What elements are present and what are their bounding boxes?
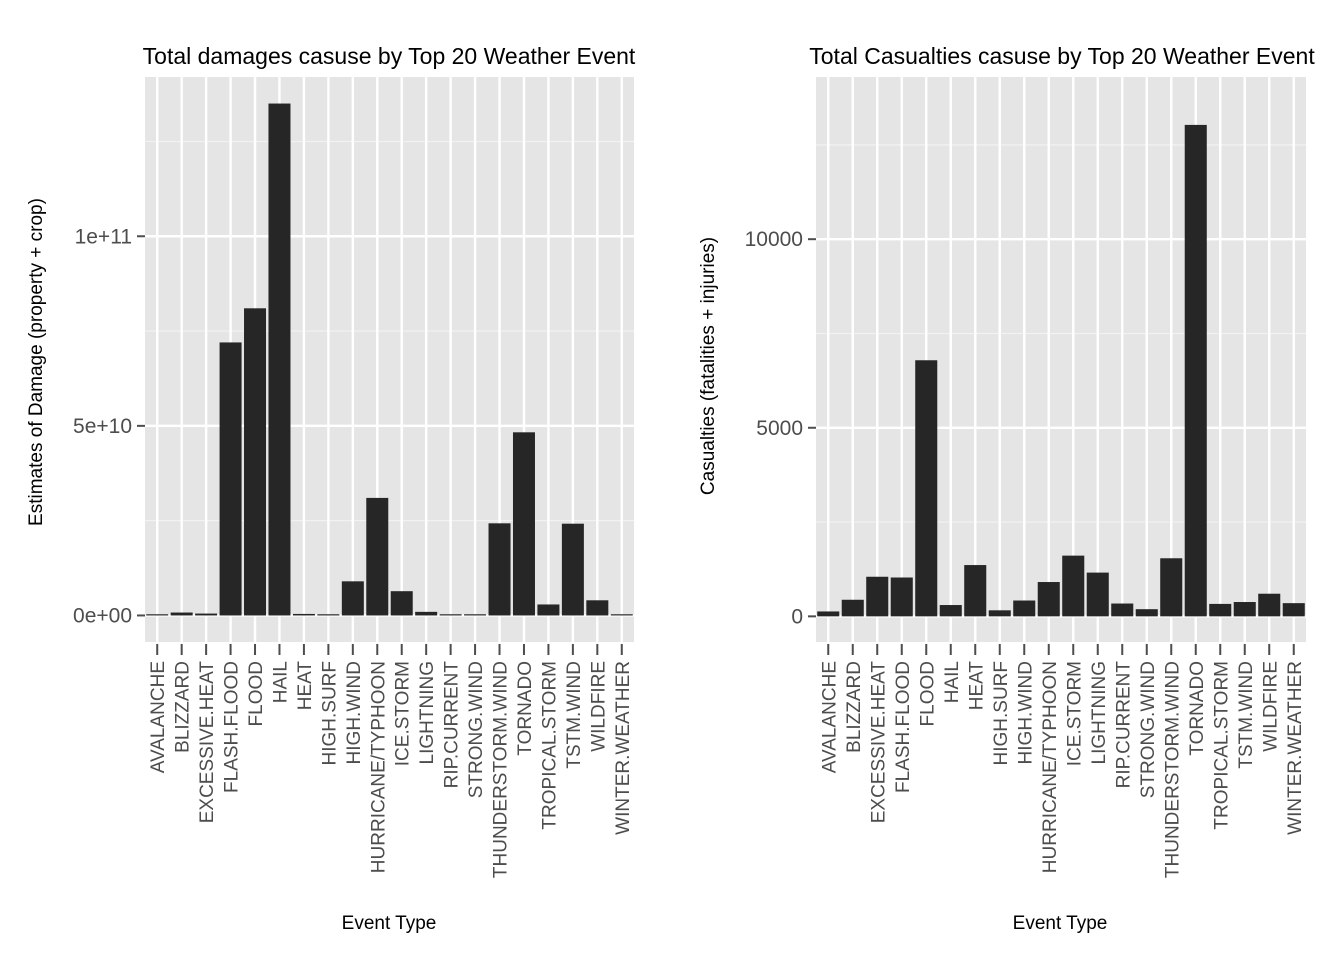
damages-bar-wildfire (586, 600, 609, 616)
casualties-bar-blizzard (841, 599, 864, 617)
damages-bar-tornado (512, 432, 535, 616)
damages-x-tick-label: BLIZZARD (173, 661, 194, 753)
casualties-x-tick-label: STRONG.WIND (1138, 661, 1159, 798)
casualties-chart-y-axis-title: Casualties (fatalities + injuries) (698, 237, 719, 495)
casualties-bar-hurricane-typhoon (1037, 582, 1060, 617)
damages-x-tick-label: STRONG.WIND (466, 661, 487, 798)
casualties-bar-excessive-heat (866, 576, 889, 617)
casualties-x-tick-label: HEAT (966, 661, 987, 711)
casualties-bar-high-surf (988, 610, 1011, 617)
damages-chart-x-axis-title: Event Type (342, 913, 437, 934)
casualties-bar-lightning (1086, 572, 1109, 617)
damages-x-tick-label: HURRICANE/TYPHOON (368, 661, 389, 873)
casualties-panel-background (816, 77, 1306, 642)
damages-bar-thunderstorm-wind (488, 523, 511, 616)
casualties-bar-high-wind (1013, 600, 1036, 617)
casualties-bar-tstm-wind (1233, 602, 1256, 617)
casualties-x-tick-label: TORNADO (1187, 661, 1208, 756)
damages-y-tick-label: 1e+11 (75, 225, 132, 248)
damages-x-tick-label: RIP.CURRENT (442, 661, 463, 789)
damages-chart-y-axis-title: Estimates of Damage (property + crop) (26, 198, 47, 526)
casualties-x-tick-label: THUNDERSTORM.WIND (1162, 661, 1183, 878)
damages-x-tick-label: HAIL (270, 661, 291, 703)
casualties-x-tick-label: HURRICANE/TYPHOON (1040, 661, 1061, 873)
casualties-x-tick-label: WINTER.WEATHER (1285, 661, 1306, 835)
casualties-bar-strong-wind (1135, 609, 1158, 617)
casualties-bar-tropical-storm (1209, 603, 1232, 617)
damages-bar-ice-storm (390, 591, 413, 616)
casualties-y-tick-label: 5000 (756, 417, 803, 440)
damages-bar-strong-wind (464, 614, 487, 616)
casualties-y-tick-label: 0 (791, 605, 803, 628)
casualties-chart-title: Total Casualties casuse by Top 20 Weathe… (809, 43, 1315, 69)
damages-bar-flood (244, 308, 267, 616)
casualties-x-tick-label: FLASH.FLOOD (893, 661, 914, 793)
casualties-bar-avalanche (817, 611, 840, 617)
damages-x-tick-label: HIGH.SURF (319, 661, 340, 766)
damages-bar-excessive-heat (195, 613, 218, 616)
damages-x-tick-label: HEAT (295, 661, 316, 711)
casualties-x-tick-label: ICE.STORM (1064, 661, 1085, 766)
damages-chart-title: Total damages casuse by Top 20 Weather E… (143, 43, 636, 69)
casualties-x-tick-label: HIGH.WIND (1015, 661, 1036, 764)
damages-chart: 0e+00 5e+10 1e+11 AVALANCHE BLIZZARD EXCESSIV… (26, 43, 636, 934)
casualties-x-tick-label: FLOOD (917, 661, 938, 726)
casualties-bar-hail (939, 605, 962, 617)
damages-plot-area: 0e+00 5e+10 1e+11 AVALANCHE BLIZZARD EXCESSIV… (73, 77, 634, 878)
casualties-x-tick-label: LIGHTNING (1089, 661, 1110, 764)
casualties-x-tick-label: WILDFIRE (1260, 661, 1281, 752)
damages-x-tick-label: FLASH.FLOOD (222, 661, 243, 793)
damages-x-tick-label: TROPICAL.STORM (539, 661, 560, 830)
damages-panel-background (145, 77, 634, 642)
casualties-y-tick-label: 10000 (745, 228, 803, 251)
damages-x-tick-label: AVALANCHE (148, 661, 169, 773)
damages-bar-tropical-storm (537, 604, 560, 616)
damages-bar-hurricane-typhoon (366, 497, 389, 616)
casualties-x-tick-label: TROPICAL.STORM (1211, 661, 1232, 830)
damages-bar-rip-current (439, 614, 462, 616)
damages-bar-high-wind (341, 581, 364, 616)
damages-x-tick-label: ICE.STORM (393, 661, 414, 766)
damages-x-tick-label: LIGHTNING (417, 661, 438, 764)
damages-bar-tstm-wind (561, 523, 584, 616)
damages-bar-flash-flood (219, 342, 242, 616)
casualties-bar-tornado (1184, 124, 1207, 617)
casualties-plot-area: 0 5000 10000 AVALANCHE BLIZZARD EXCESSIVE.HEA… (745, 77, 1306, 878)
casualties-bar-flash-flood (890, 577, 913, 617)
damages-bar-high-surf (317, 614, 340, 616)
casualties-x-tick-label: HIGH.SURF (991, 661, 1012, 766)
damages-y-tick-label: 0e+00 (73, 604, 132, 627)
damages-bar-heat (292, 613, 315, 616)
casualties-bar-rip-current (1111, 603, 1134, 617)
damages-x-tick-label: WILDFIRE (588, 661, 609, 752)
damages-x-tick-label: EXCESSIVE.HEAT (197, 661, 218, 824)
casualties-bar-heat (964, 565, 987, 617)
damages-x-tick-label: TORNADO (515, 661, 536, 756)
casualties-x-tick-label: HAIL (942, 661, 963, 703)
damages-y-tick-label: 5e+10 (73, 415, 132, 438)
casualties-bar-winter-weather (1282, 603, 1305, 617)
casualties-x-tick-label: TSTM.WIND (1236, 661, 1257, 769)
casualties-bar-ice-storm (1062, 555, 1085, 617)
damages-x-tick-label: TSTM.WIND (564, 661, 585, 769)
casualties-bar-flood (915, 360, 938, 617)
casualties-chart-x-axis-title: Event Type (1013, 913, 1108, 934)
casualties-x-tick-label: BLIZZARD (844, 661, 865, 753)
damages-x-tick-label: FLOOD (246, 661, 267, 726)
casualties-x-tick-label: AVALANCHE (819, 661, 840, 773)
damages-bar-lightning (415, 611, 438, 616)
casualties-bar-thunderstorm-wind (1160, 558, 1183, 617)
casualties-x-tick-label: EXCESSIVE.HEAT (868, 661, 889, 824)
damages-x-tick-label: WINTER.WEATHER (613, 661, 634, 835)
casualties-chart: 0 5000 10000 AVALANCHE BLIZZARD EXCESSIVE.HEA… (698, 43, 1315, 934)
damages-bar-winter-weather (610, 614, 633, 616)
damages-x-tick-label: THUNDERSTORM.WIND (491, 661, 512, 878)
damages-bar-hail (268, 103, 291, 616)
casualties-bar-wildfire (1258, 593, 1281, 617)
damages-x-tick-label: HIGH.WIND (344, 661, 365, 764)
casualties-x-tick-label: RIP.CURRENT (1113, 661, 1134, 789)
damages-bar-avalanche (146, 614, 169, 616)
damages-bar-blizzard (170, 612, 193, 616)
